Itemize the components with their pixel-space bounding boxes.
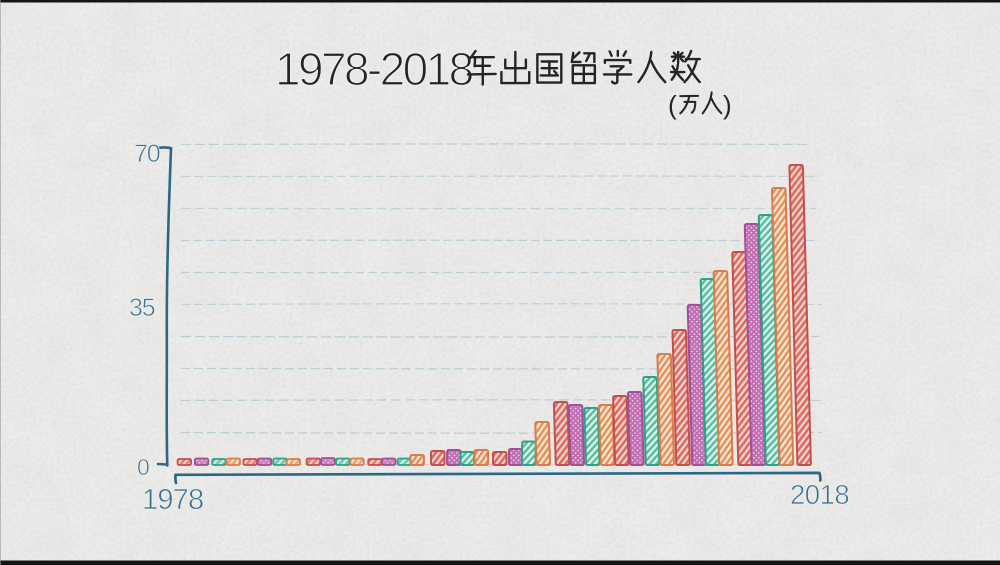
svg-text:(: ( [668, 90, 677, 120]
svg-text:0: 0 [137, 454, 150, 480]
svg-text:): ) [723, 90, 732, 120]
svg-text:1978-2018: 1978-2018 [275, 43, 473, 95]
svg-text:35: 35 [129, 294, 155, 322]
svg-text:70: 70 [134, 140, 160, 168]
svg-text:2018: 2018 [790, 479, 849, 510]
svg-text:1978: 1978 [142, 484, 203, 516]
